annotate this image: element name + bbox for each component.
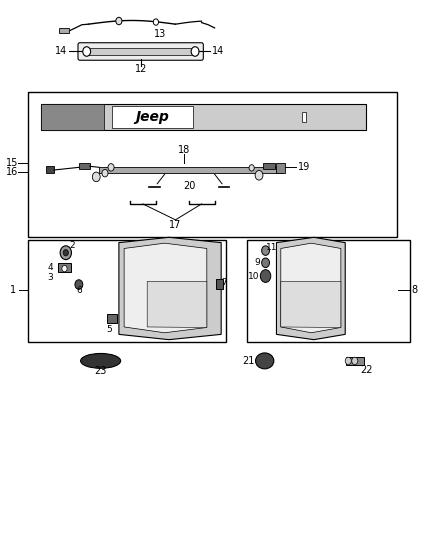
Bar [276,163,285,173]
Text: 22: 22 [361,366,373,375]
Text: 9: 9 [254,259,260,267]
Text: 1: 1 [10,285,16,295]
Circle shape [108,164,114,171]
Text: 11: 11 [266,244,278,253]
Text: 16: 16 [6,167,18,176]
Circle shape [116,17,122,25]
Text: 7: 7 [221,278,227,287]
Text: 14: 14 [212,46,224,56]
Polygon shape [281,243,341,333]
Polygon shape [281,281,341,327]
Circle shape [83,47,91,56]
Bar [346,357,364,365]
Text: 10: 10 [248,271,259,280]
Circle shape [260,270,271,282]
Text: 8: 8 [412,285,418,295]
Bar [107,314,117,323]
Polygon shape [147,281,207,327]
Circle shape [92,172,100,182]
Circle shape [62,265,67,272]
Circle shape [75,280,83,289]
Circle shape [60,246,71,260]
Text: 13: 13 [154,29,166,39]
Bar [99,167,282,173]
Bar [28,240,226,342]
Text: 18: 18 [178,145,190,155]
Circle shape [102,169,108,177]
Bar [302,112,306,122]
Text: 15: 15 [6,158,18,167]
Circle shape [345,357,351,365]
Text: 20: 20 [183,181,196,191]
Circle shape [255,171,263,180]
Circle shape [249,165,254,171]
Circle shape [352,357,358,365]
Text: 19: 19 [298,163,311,172]
Circle shape [261,246,269,255]
Circle shape [261,258,269,268]
Bar [216,279,223,289]
Bar [85,47,196,55]
Text: 21: 21 [242,356,254,366]
Bar [58,263,71,272]
Bar [59,28,69,33]
Bar [247,240,410,342]
Bar [41,104,104,130]
Polygon shape [276,237,345,340]
Text: 14: 14 [55,46,67,56]
Polygon shape [119,237,221,340]
Polygon shape [124,243,207,333]
Bar [79,163,90,169]
Text: 6: 6 [76,286,82,295]
Text: 12: 12 [134,64,147,74]
Ellipse shape [255,353,274,369]
Circle shape [153,19,159,25]
Bar [46,166,54,173]
Ellipse shape [81,353,120,368]
Circle shape [63,249,68,256]
Circle shape [191,47,199,56]
Text: 23: 23 [95,366,107,376]
Text: Jeep: Jeep [135,110,169,124]
Bar [262,163,275,169]
Bar [113,107,193,127]
Text: 17: 17 [170,220,182,230]
Text: 5: 5 [106,325,112,334]
FancyBboxPatch shape [78,43,203,60]
Text: 2: 2 [70,241,75,250]
Bar [41,104,366,130]
Bar [28,92,397,237]
Text: 4: 4 [47,263,53,272]
Text: 3: 3 [47,272,53,281]
